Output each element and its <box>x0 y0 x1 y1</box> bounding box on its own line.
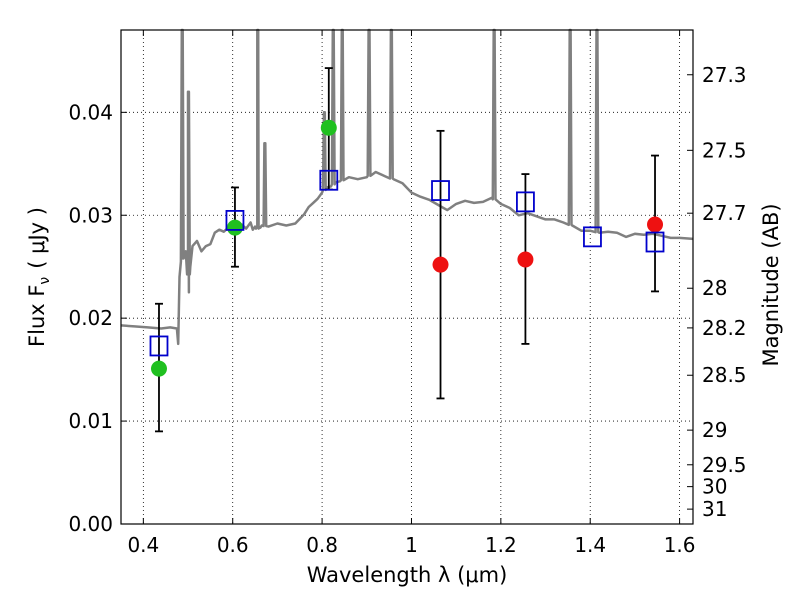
error-bars <box>154 67 660 433</box>
y-tick-label: 0.00 <box>68 512 113 536</box>
y2-tick-label: 27.3 <box>702 63 747 87</box>
x-tick-label: 1 <box>405 533 418 557</box>
photometry-point <box>150 360 167 377</box>
x-tick-label: 0.6 <box>217 533 249 557</box>
y2-tick-label: 29 <box>702 418 727 442</box>
plot-frame <box>120 29 694 525</box>
y-tick-label: 0.04 <box>68 100 113 124</box>
y-tick-label: 0.03 <box>68 203 113 227</box>
y-axis-label-main: Flux F <box>25 285 49 347</box>
model-square-point <box>149 335 169 357</box>
y2-tick-label: 27.5 <box>702 138 747 162</box>
axis-ticks: 0.4 0.6 0.8 1 1.2 1.4 1.6 0.00 0.01 0.02 0.03 0.04 2… <box>68 30 747 557</box>
model-square-point <box>645 231 665 253</box>
y2-tick-label: 27.7 <box>702 201 747 225</box>
y2-tick-label: 28.2 <box>702 316 747 340</box>
y-axis-label-sub: ν <box>37 277 53 285</box>
photometry-point <box>517 251 534 268</box>
model-square-point <box>225 209 245 231</box>
x-axis-label: Wavelength λ (μm) <box>307 563 508 587</box>
x-tick-label: 1.4 <box>574 533 606 557</box>
y-axis-label-unit: ( μJy ) <box>25 207 49 269</box>
y2-tick-label: 28 <box>702 276 727 300</box>
data-points <box>149 119 665 377</box>
x-tick-label: 0.8 <box>306 533 338 557</box>
model-square-point <box>583 226 602 248</box>
x-tick-label: 1.2 <box>485 533 517 557</box>
model-square-point <box>431 180 450 201</box>
spectrum-line <box>120 28 694 346</box>
y2-tick-label: 29.5 <box>702 453 747 477</box>
y-axis-label: Flux Fν ( μJy ) <box>25 207 53 347</box>
photometry-point <box>647 216 664 233</box>
model-square-point <box>516 191 535 213</box>
y2-tick-label: 31 <box>702 497 727 521</box>
y2-axis-label: Magnitude (AB) <box>759 203 783 366</box>
photometry-point <box>320 119 337 136</box>
photometry-point <box>226 219 243 236</box>
y-tick-label: 0.01 <box>68 409 113 433</box>
model-spectrum <box>120 28 694 346</box>
photometry-point <box>432 256 449 273</box>
y2-tick-label: 30 <box>702 475 727 499</box>
grid <box>121 30 693 525</box>
x-tick-label: 0.4 <box>127 533 159 557</box>
x-tick-label: 1.6 <box>664 533 696 557</box>
y-tick-label: 0.02 <box>68 306 113 330</box>
model-square-point <box>319 169 339 191</box>
y2-tick-label: 28.5 <box>702 363 747 387</box>
